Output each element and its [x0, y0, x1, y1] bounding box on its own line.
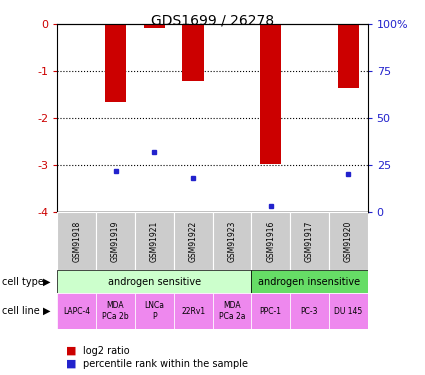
Text: androgen insensitive: androgen insensitive: [258, 277, 360, 286]
Text: GSM91921: GSM91921: [150, 220, 159, 262]
Text: ▶: ▶: [43, 306, 51, 316]
Bar: [135, 212, 174, 270]
Bar: [96, 293, 135, 329]
Text: GSM91919: GSM91919: [111, 220, 120, 262]
Text: GSM91916: GSM91916: [266, 220, 275, 262]
Text: MDA
PCa 2b: MDA PCa 2b: [102, 302, 129, 321]
Text: percentile rank within the sample: percentile rank within the sample: [83, 359, 248, 369]
Text: cell type: cell type: [2, 277, 44, 286]
Text: PPC-1: PPC-1: [260, 307, 282, 315]
Text: 22Rv1: 22Rv1: [181, 307, 205, 315]
Bar: [174, 293, 212, 329]
Bar: [182, 24, 204, 81]
Bar: [251, 293, 290, 329]
Text: DU 145: DU 145: [334, 307, 363, 315]
Text: cell line: cell line: [2, 306, 40, 316]
Bar: [251, 270, 368, 293]
Bar: [96, 212, 135, 270]
Text: GSM91923: GSM91923: [227, 220, 236, 262]
Text: GSM91920: GSM91920: [344, 220, 353, 262]
Bar: [57, 270, 251, 293]
Bar: [290, 212, 329, 270]
Bar: [212, 293, 251, 329]
Text: GSM91918: GSM91918: [72, 220, 81, 262]
Bar: [260, 24, 281, 164]
Bar: [174, 212, 212, 270]
Bar: [105, 24, 126, 102]
Text: PC-3: PC-3: [301, 307, 318, 315]
Bar: [144, 24, 165, 28]
Bar: [337, 24, 359, 88]
Text: GDS1699 / 26278: GDS1699 / 26278: [151, 13, 274, 27]
Bar: [57, 293, 96, 329]
Text: ■: ■: [66, 346, 76, 356]
Text: log2 ratio: log2 ratio: [83, 346, 130, 356]
Text: GSM91917: GSM91917: [305, 220, 314, 262]
Text: ▶: ▶: [43, 277, 51, 286]
Text: androgen sensitive: androgen sensitive: [108, 277, 201, 286]
Text: GSM91922: GSM91922: [189, 220, 198, 262]
Bar: [251, 212, 290, 270]
Text: MDA
PCa 2a: MDA PCa 2a: [218, 302, 245, 321]
Text: LNCa
P: LNCa P: [144, 302, 164, 321]
Bar: [329, 293, 368, 329]
Text: ■: ■: [66, 359, 76, 369]
Bar: [329, 212, 368, 270]
Bar: [212, 212, 251, 270]
Bar: [290, 293, 329, 329]
Bar: [135, 293, 174, 329]
Bar: [57, 212, 96, 270]
Text: LAPC-4: LAPC-4: [63, 307, 91, 315]
